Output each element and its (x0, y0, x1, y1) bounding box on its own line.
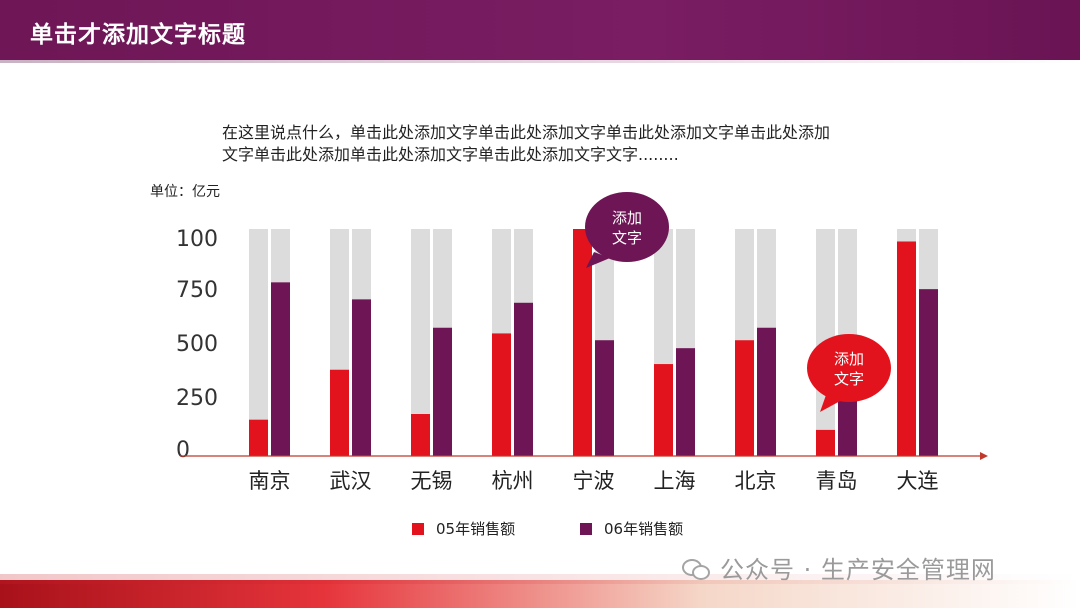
legend-swatch-06 (580, 522, 592, 535)
bar-06-上海 (676, 348, 695, 456)
watermark-text: 公众号 · 生产安全管理网 (720, 556, 996, 584)
x-tick-label: 无锡 (411, 469, 453, 493)
bar-05-宁波 (573, 229, 592, 456)
callout-bubble (585, 192, 669, 262)
callout-text: 添加 (612, 209, 642, 227)
bar-05-南京 (249, 419, 268, 456)
title-divider (0, 60, 1080, 63)
bar-06-武汉 (352, 299, 371, 456)
legend-label-06: 06年销售额 (604, 520, 684, 538)
bar-06-南京 (271, 282, 290, 456)
bar-06-北京 (757, 327, 776, 456)
x-tick-label: 宁波 (573, 469, 615, 493)
callout-text: 文字 (612, 229, 642, 247)
x-tick-label: 青岛 (816, 469, 858, 493)
x-tick-label: 北京 (735, 469, 777, 493)
bar-05-大连 (897, 241, 916, 456)
x-axis-arrow (980, 452, 988, 460)
wechat-icon (682, 557, 712, 580)
bar-06-无锡 (433, 327, 452, 456)
title-bar: 单击才添加文字标题 (0, 0, 1080, 60)
bar-track (411, 229, 430, 456)
callout-text: 文字 (834, 370, 864, 388)
y-tick-label: 750 (176, 278, 218, 303)
bar-06-杭州 (514, 302, 533, 456)
unit-label: 单位：亿元 (150, 184, 220, 200)
watermark: 公众号 · 生产安全管理网 (682, 550, 996, 585)
description-line-1: 在这里说点什么，单击此处添加文字单击此处添加文字单击此处添加文字单击此处添加 (222, 123, 831, 142)
legend-label-05: 05年销售额 (436, 520, 516, 538)
callout-bubble (807, 334, 891, 402)
y-tick-label: 0 (176, 438, 190, 463)
bar-05-上海 (654, 364, 673, 456)
legend-item-06: 06年销售额 (580, 518, 683, 539)
y-tick-label: 250 (176, 386, 218, 411)
footer-decoration (0, 574, 1080, 608)
legend-swatch-05 (412, 522, 424, 535)
bar-05-无锡 (411, 414, 430, 456)
bar-06-宁波 (595, 340, 614, 456)
slide-title: 单击才添加文字标题 (30, 22, 246, 48)
callout-text: 添加 (834, 350, 864, 368)
y-tick-label: 100 (176, 227, 218, 252)
bar-05-杭州 (492, 333, 511, 456)
bar-track (249, 229, 268, 456)
bar-05-北京 (735, 340, 754, 456)
description-line-2: 文字单击此处添加单击此处添加文字单击此处添加文字文字........ (222, 145, 679, 164)
y-tick-label: 500 (176, 332, 218, 357)
x-tick-label: 大连 (897, 469, 939, 493)
x-tick-label: 杭州 (492, 469, 534, 493)
x-tick-label: 上海 (654, 469, 696, 493)
description-text: 在这里说点什么，单击此处添加文字单击此处添加文字单击此处添加文字单击此处添加 文… (222, 122, 922, 166)
bar-05-武汉 (330, 369, 349, 456)
legend-item-05: 05年销售额 (412, 518, 515, 539)
x-tick-label: 武汉 (330, 469, 372, 493)
bar-06-大连 (919, 289, 938, 456)
bar-05-青岛 (816, 429, 835, 456)
x-tick-label: 南京 (249, 469, 291, 493)
